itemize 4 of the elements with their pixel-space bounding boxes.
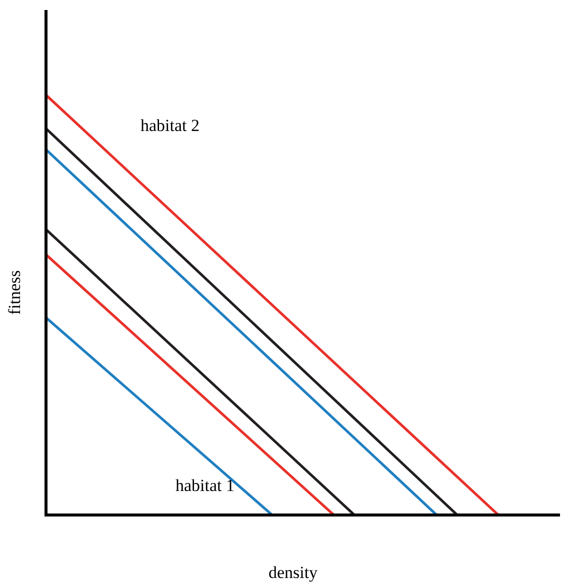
annotation: habitat 1 <box>175 476 235 495</box>
x-axis-title: density <box>268 563 318 582</box>
annotation: habitat 2 <box>140 116 200 135</box>
y-axis-title: fitness <box>5 270 24 315</box>
